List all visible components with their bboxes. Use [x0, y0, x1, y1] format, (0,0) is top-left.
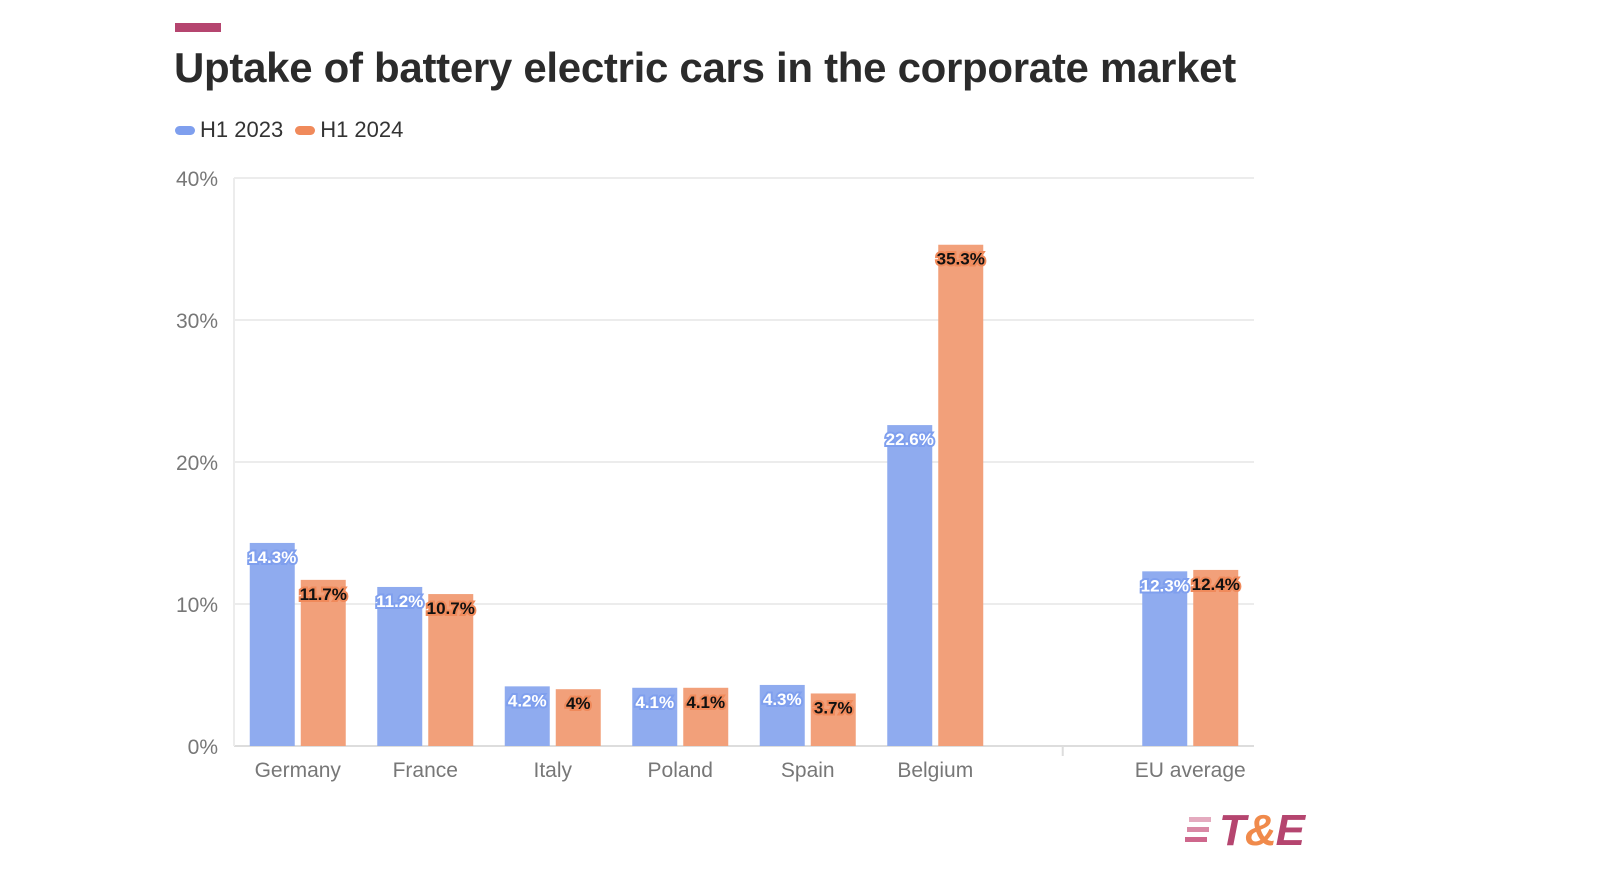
bar-h1-2024	[683, 687, 729, 746]
te-logo: T&E	[1185, 806, 1305, 856]
data-label: 11.7%	[300, 585, 347, 604]
bar-h1-2024	[428, 594, 474, 746]
bar-h1-2024	[938, 244, 984, 747]
legend-item-h1-2024: H1 2024	[295, 117, 403, 143]
x-tick-label: EU average	[1135, 759, 1246, 782]
logo-text: T&E	[1219, 806, 1305, 855]
data-label: 10.7%	[427, 599, 475, 618]
x-tick-label: Poland	[648, 759, 713, 782]
chart-title: Uptake of battery electric cars in the c…	[174, 44, 1236, 91]
bar-h1-2023	[759, 684, 805, 746]
y-tick-label: 10%	[176, 594, 218, 617]
legend: H1 2023 H1 2024	[175, 117, 403, 143]
data-label: 4%	[566, 694, 591, 713]
title-accent-bar	[175, 23, 221, 32]
bar-h1-2023	[1142, 571, 1188, 746]
x-tick-label: Germany	[255, 759, 342, 782]
data-label: 22.6%	[886, 430, 934, 449]
x-tick-label: France	[393, 759, 458, 782]
logo-stripes-icon	[1185, 817, 1211, 842]
bar-h1-2023	[887, 425, 933, 746]
x-tick-label: Belgium	[897, 759, 973, 782]
data-label: 12.3%	[1141, 576, 1189, 595]
bar-h1-2024	[810, 693, 856, 746]
bar-h1-2024	[1193, 569, 1239, 746]
y-tick-label: 40%	[176, 168, 218, 191]
data-label: 4.2%	[508, 691, 547, 710]
legend-label: H1 2023	[200, 117, 284, 142]
data-label: 12.4%	[1192, 575, 1240, 594]
data-label: 11.2%	[376, 592, 423, 611]
y-tick-label: 20%	[176, 452, 218, 475]
data-label: 3.7%	[814, 698, 853, 717]
data-label: 4.1%	[686, 693, 725, 712]
data-label: 14.3%	[248, 548, 296, 567]
bar-h1-2023	[377, 586, 423, 746]
y-tick-label: 0%	[188, 736, 218, 759]
x-tick-label: Italy	[533, 759, 572, 782]
data-label: 35.3%	[937, 250, 985, 269]
x-tick-label: Spain	[781, 759, 835, 782]
legend-label: H1 2024	[320, 117, 404, 142]
bar-h1-2023	[249, 542, 295, 746]
bar-h1-2023	[632, 687, 678, 746]
legend-swatch-icon	[175, 125, 195, 135]
legend-item-h1-2023: H1 2023	[175, 117, 283, 143]
bar-h1-2024	[300, 579, 346, 746]
bar-h1-2024	[555, 689, 601, 746]
bar-h1-2023	[504, 686, 550, 746]
data-label: 4.3%	[763, 690, 802, 709]
data-label: 4.1%	[635, 693, 674, 712]
y-tick-label: 30%	[176, 310, 218, 333]
legend-swatch-icon	[295, 125, 316, 135]
